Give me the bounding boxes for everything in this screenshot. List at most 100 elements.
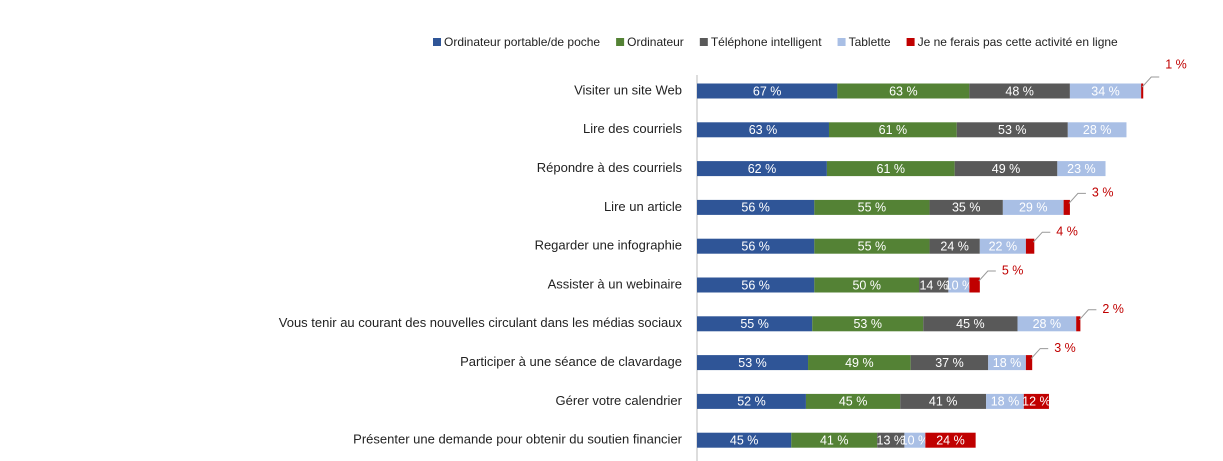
bar-segment (814, 199, 930, 215)
bar-segment (956, 122, 1068, 138)
value-label: 13 % (877, 433, 906, 447)
value-label: 18 % (993, 356, 1022, 370)
bar-segment (1057, 161, 1106, 177)
bar-segment (969, 83, 1070, 99)
legend-label: Je ne ferais pas cette activité en ligne (918, 35, 1118, 49)
value-label: 41 % (929, 395, 958, 409)
leader-line (1079, 309, 1097, 321)
bar-segment (1141, 83, 1144, 99)
value-label: 3 % (1054, 341, 1076, 355)
bar-segment (919, 277, 949, 293)
value-label: 3 % (1092, 186, 1114, 200)
legend-label: Ordinateur portable/de poche (444, 35, 600, 49)
bar-segment (697, 432, 792, 448)
value-label: 49 % (992, 162, 1021, 176)
bar-segment (697, 122, 829, 138)
bar-segment (837, 83, 970, 99)
value-label: 53 % (853, 317, 882, 331)
bar-segment (828, 122, 957, 138)
bar-segment (1025, 238, 1035, 254)
value-label: 61 % (877, 162, 906, 176)
bar-segment (697, 238, 815, 254)
leader-line (978, 270, 996, 282)
value-label: 56 % (741, 239, 770, 253)
bar-segment (910, 355, 989, 371)
bar-segment (986, 393, 1024, 409)
category-label: Présenter une demande pour obtenir du so… (353, 432, 682, 447)
bar-segment (812, 316, 924, 332)
bar-segment (814, 277, 920, 293)
value-label: 61 % (879, 123, 908, 137)
category-label: Regarder une infographie (535, 238, 682, 253)
leader-line (1068, 192, 1086, 204)
value-label: 45 % (730, 433, 759, 447)
bar-segment (1067, 122, 1127, 138)
value-label: 52 % (737, 395, 766, 409)
value-label: 35 % (952, 201, 981, 215)
bar-segment (877, 432, 905, 448)
value-label: 63 % (749, 123, 778, 137)
bar-segment (697, 393, 806, 409)
value-label: 12 % (1022, 395, 1051, 409)
value-label: 2 % (1102, 302, 1124, 316)
value-label: 53 % (998, 123, 1027, 137)
value-label: 23 % (1067, 162, 1096, 176)
value-label: 4 % (1056, 224, 1078, 238)
legend-label: Tablette (849, 35, 891, 49)
bar-segment (697, 277, 815, 293)
category-label: Vous tenir au courant des nouvelles circ… (279, 315, 683, 330)
value-label: 63 % (889, 84, 918, 98)
value-label: 1 % (1165, 57, 1187, 71)
bar-segment (826, 161, 955, 177)
value-label: 5 % (1002, 263, 1024, 277)
value-label: 62 % (748, 162, 777, 176)
leader-line (1032, 231, 1051, 243)
bar-segment (791, 432, 878, 448)
bar-segment (1002, 199, 1064, 215)
bar-segment (805, 393, 901, 409)
value-label: 45 % (956, 317, 985, 331)
bar-segment (697, 316, 813, 332)
value-label: 22 % (989, 239, 1018, 253)
bar-segment (808, 355, 911, 371)
value-label: 55 % (740, 317, 769, 331)
value-label: 45 % (839, 395, 868, 409)
value-label: 24 % (936, 433, 965, 447)
category-label: Visiter un site Web (574, 82, 682, 97)
legend-label: Téléphone intelligent (711, 35, 822, 49)
value-label: 56 % (741, 278, 770, 292)
value-label: 41 % (820, 433, 849, 447)
bar-segment (1063, 199, 1070, 215)
bar-segment (697, 161, 827, 177)
bar-segment (954, 161, 1058, 177)
bar-segment (904, 432, 926, 448)
value-label: 29 % (1019, 201, 1048, 215)
value-label: 28 % (1033, 317, 1062, 331)
category-label: Assister à un webinaire (548, 276, 682, 291)
bar-segment (1069, 83, 1142, 99)
value-label: 28 % (1083, 123, 1112, 137)
value-label: 18 % (991, 395, 1020, 409)
legend-swatch (906, 38, 915, 46)
legend-swatch (616, 38, 625, 46)
category-label: Gérer votre calendrier (556, 393, 683, 408)
value-label: 53 % (738, 356, 767, 370)
bar-segment (697, 355, 809, 371)
bar-segment (925, 432, 976, 448)
value-label: 56 % (741, 201, 770, 215)
legend-swatch (433, 38, 441, 46)
bar-segment (1025, 355, 1033, 371)
category-label: Lire un article (604, 199, 682, 214)
value-label: 37 % (935, 356, 964, 370)
bar-segment (969, 277, 980, 293)
bar-segment (929, 199, 1003, 215)
value-label: 24 % (940, 239, 969, 253)
bar-segment (1023, 393, 1049, 409)
category-label: Répondre à des courriels (537, 160, 683, 175)
leader-line (1030, 348, 1049, 359)
category-label: Lire des courriels (583, 121, 682, 136)
value-label: 10 % (945, 278, 974, 292)
legend-swatch (837, 38, 846, 46)
